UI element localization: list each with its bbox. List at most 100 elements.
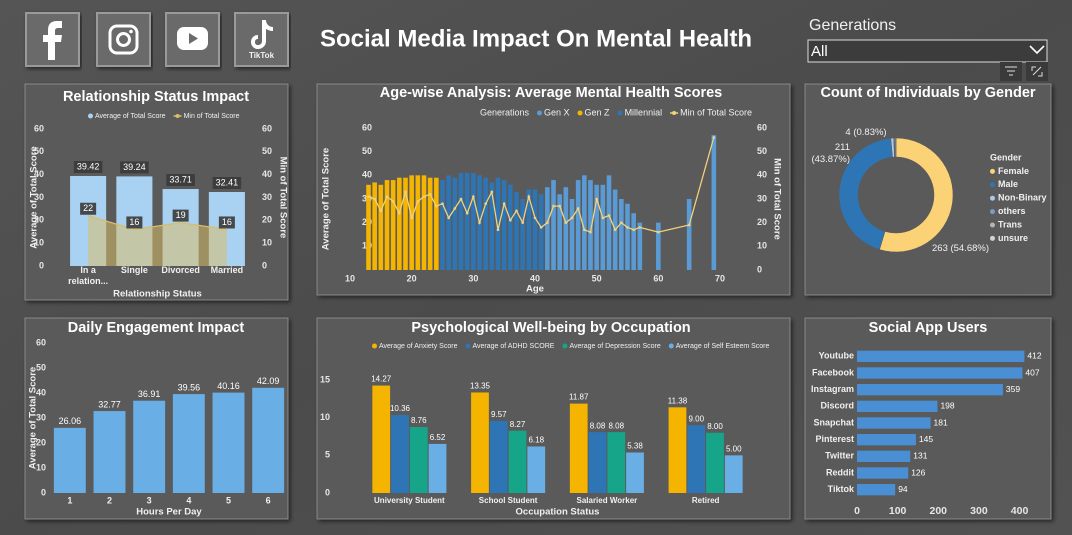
- bar: [390, 180, 396, 270]
- y-tick-label: 10: [34, 238, 44, 248]
- x-tick-label: 4: [186, 495, 191, 505]
- tiktok-icon[interactable]: TikTok: [234, 12, 289, 67]
- legend-label: Average of Self Esteem Score: [676, 343, 770, 350]
- bar: [527, 446, 546, 493]
- y2-tick-label: 30: [757, 193, 767, 203]
- focus-icon[interactable]: [1026, 62, 1048, 81]
- y2-tick-label: 0: [262, 260, 267, 270]
- data-label-bg: [80, 202, 97, 215]
- line-point: [638, 226, 642, 229]
- x-tick-label: 100: [889, 505, 907, 517]
- legend-marker: [562, 343, 568, 349]
- line-point: [687, 223, 691, 227]
- bar: [471, 172, 476, 270]
- y-tick-label: 30: [34, 192, 44, 202]
- data-label: 32.41: [216, 177, 239, 187]
- legend-marker: [990, 168, 995, 174]
- filter-icon[interactable]: [1000, 62, 1022, 81]
- bar: [440, 180, 445, 270]
- x-tick-label: 300: [970, 505, 988, 517]
- donut-slice: [895, 137, 897, 158]
- bar: [637, 222, 643, 270]
- bar: [172, 394, 205, 493]
- x-tick-label: Married: [210, 265, 244, 275]
- y-axis-title: Average of Total Score: [29, 146, 40, 248]
- bar: [857, 417, 931, 429]
- y-tick-label: 20: [34, 215, 44, 225]
- bar: [687, 425, 706, 493]
- x-tick-label: 6: [266, 495, 271, 505]
- legend-marker: [990, 235, 995, 241]
- data-label: 211 (43.87%): [811, 142, 850, 165]
- bar: [391, 414, 409, 493]
- line-point: [465, 211, 469, 215]
- bar: [93, 411, 126, 493]
- x-axis-title: Occupation Status: [516, 507, 600, 518]
- bar: [133, 400, 166, 493]
- y-tick-label: 40: [362, 170, 372, 180]
- x-tick-label: 0: [854, 505, 860, 517]
- bar: [588, 180, 593, 270]
- bar: [397, 177, 402, 270]
- bar: [857, 350, 1025, 362]
- data-label: 39.42: [77, 161, 100, 171]
- bar: [415, 175, 421, 270]
- data-label-bg: [126, 216, 143, 229]
- bar: [501, 180, 507, 270]
- line-point: [367, 195, 370, 198]
- chart-title: Daily Engagement Impact: [68, 320, 245, 336]
- data-label: 5.00: [726, 444, 742, 453]
- area: [88, 215, 227, 266]
- line-point: [379, 209, 383, 213]
- bar: [686, 199, 692, 270]
- x-tick-label: 40: [530, 273, 540, 283]
- line-point: [453, 207, 457, 210]
- bar: [489, 420, 508, 493]
- x-tick-label: In a relation...: [68, 265, 109, 286]
- facebook-icon[interactable]: [25, 12, 80, 67]
- bar: [483, 177, 488, 270]
- y-tick-label: 5: [325, 450, 330, 460]
- bar: [427, 177, 433, 270]
- data-label: 26.06: [59, 416, 82, 426]
- data-label-bg: [218, 216, 235, 229]
- line-point: [428, 192, 432, 196]
- data-label: 126: [911, 467, 925, 477]
- bar: [372, 182, 377, 270]
- bar: [366, 184, 371, 270]
- y-tick-label: 40: [34, 169, 44, 179]
- y2-tick-label: 50: [262, 146, 272, 156]
- data-label: 8.76: [411, 416, 427, 425]
- y-tick-label: 0: [39, 260, 44, 270]
- line-point: [657, 230, 660, 234]
- data-label: 263 (54.68%): [932, 243, 990, 254]
- legend-label: Average of Total Score: [95, 113, 166, 120]
- line-point: [484, 202, 487, 206]
- bar: [600, 184, 606, 270]
- instagram-icon[interactable]: [96, 12, 151, 67]
- x-tick-label: 20: [407, 273, 417, 283]
- donut-slice: [879, 137, 954, 253]
- bar: [252, 387, 285, 493]
- data-label: 198: [940, 401, 954, 411]
- y-axis-title: Average of Total Score: [28, 367, 39, 469]
- bar: [631, 213, 636, 270]
- legend-marker: [577, 110, 583, 116]
- y-tick-label: 40: [36, 387, 46, 397]
- x-tick-label: Divorced: [161, 265, 200, 275]
- slicer-value: All: [811, 43, 828, 60]
- line-point: [558, 204, 561, 208]
- bar: [857, 450, 911, 462]
- bar: [626, 452, 644, 493]
- y2-tick-label: 60: [262, 123, 272, 133]
- x-tick-label: School Student: [479, 496, 538, 505]
- line-point: [626, 226, 629, 229]
- line-point: [404, 190, 407, 194]
- y-tick-label: 60: [34, 123, 44, 133]
- bar: [563, 187, 569, 270]
- bar: [857, 367, 1023, 379]
- slicer-dropdown[interactable]: All: [807, 39, 1048, 63]
- line-point: [589, 230, 592, 234]
- youtube-icon[interactable]: [165, 12, 220, 67]
